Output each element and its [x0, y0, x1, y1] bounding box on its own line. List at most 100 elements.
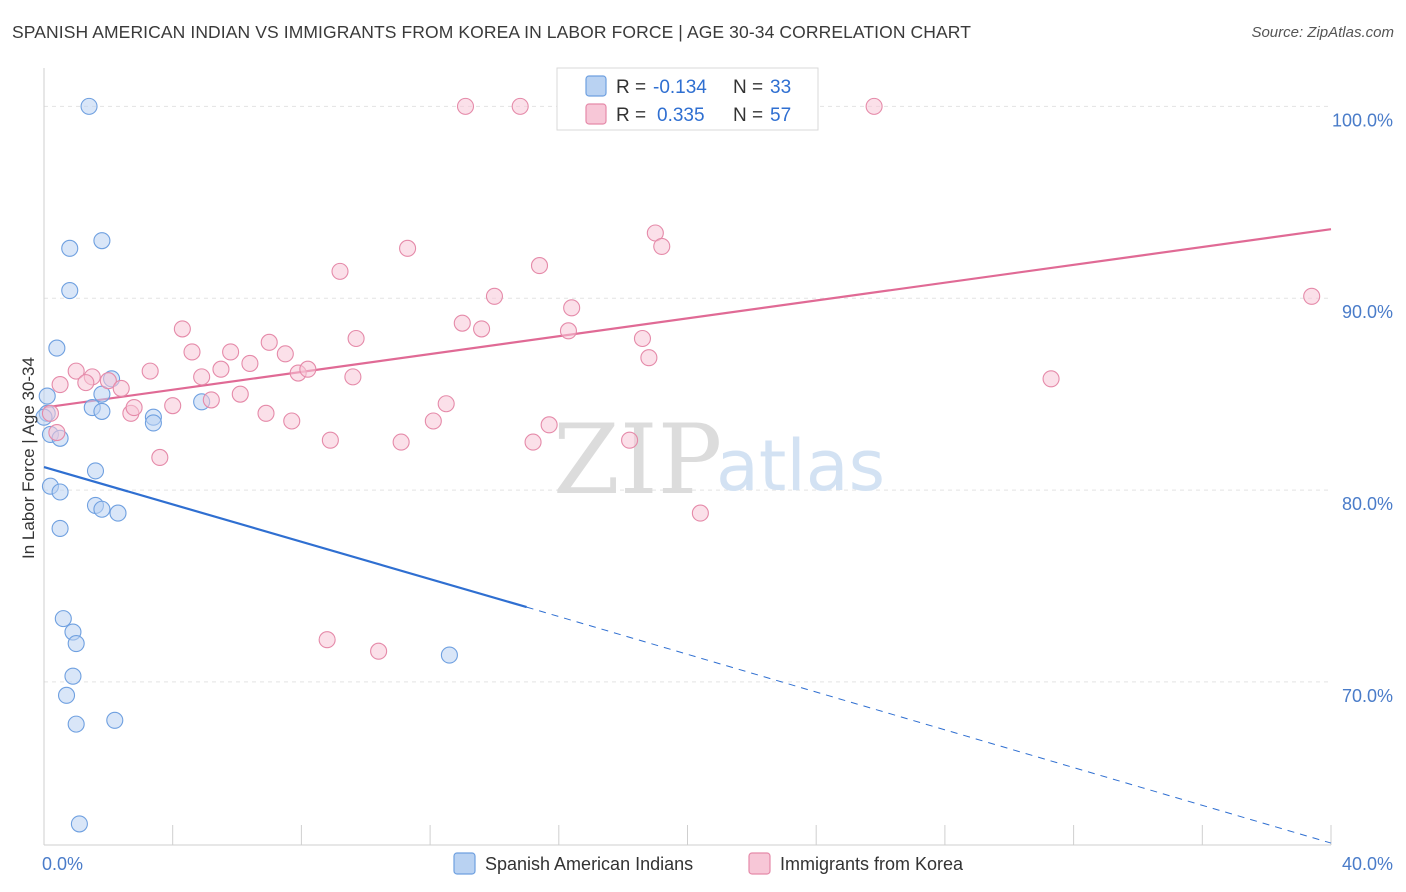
point-spanish-american-indians-28: [57, 686, 76, 704]
point-immigrants-from-korea-30: [299, 360, 317, 378]
point-immigrants-from-korea-43: [485, 287, 504, 305]
trend-line-immigrants-from-korea: [43, 228, 1332, 409]
tick-labels: 100.0% 90.0% 80.0% 70.0% 0.0% 40.0%: [42, 110, 1393, 874]
point-immigrants-from-korea-16: [164, 397, 182, 415]
point-immigrants-from-korea-39: [424, 412, 442, 430]
point-immigrants-from-korea-31: [318, 631, 336, 649]
point-spanish-american-indians-20: [93, 500, 111, 518]
trend-line-spanish-american-indians: [43, 465, 527, 609]
point-immigrants-from-korea-3: [865, 97, 883, 115]
watermark-zip: ZIP: [553, 404, 722, 516]
bottom-legend-label-immigrants-from-korea: Immigrants from Korea: [780, 854, 964, 874]
point-immigrants-from-korea-27: [276, 345, 294, 363]
legend-swatch-spanish-american-indians: [585, 75, 607, 97]
point-immigrants-from-korea-25: [257, 404, 275, 422]
y-tick-label-2: 80.0%: [1342, 494, 1393, 514]
point-immigrants-from-korea-26: [260, 333, 278, 351]
y-tick-label-3: 70.0%: [1342, 686, 1393, 706]
point-immigrants-from-korea-0: [456, 97, 475, 115]
x-tick-label-0: 0.0%: [42, 854, 83, 874]
y-axis-label: In Labor Force | Age 30-34: [19, 357, 38, 559]
point-immigrants-from-korea-7: [67, 362, 85, 380]
point-immigrants-from-korea-41: [453, 314, 471, 332]
point-immigrants-from-korea-48: [563, 299, 581, 317]
point-spanish-american-indians-0: [80, 97, 98, 115]
point-immigrants-from-korea-49: [621, 431, 639, 449]
point-immigrants-from-korea-42: [473, 320, 491, 338]
point-immigrants-from-korea-51: [640, 349, 658, 367]
point-immigrants-from-korea-53: [653, 237, 671, 255]
point-immigrants-from-korea-35: [347, 329, 365, 348]
point-immigrants-from-korea-18: [183, 343, 201, 361]
point-immigrants-from-korea-44: [524, 433, 542, 451]
point-immigrants-from-korea-28: [283, 412, 301, 430]
data-points: [35, 97, 1321, 833]
trend-lines: [43, 228, 1332, 844]
watermark: ZIP atlas: [553, 404, 885, 516]
point-immigrants-from-korea-13: [125, 399, 143, 417]
point-immigrants-from-korea-23: [231, 385, 249, 403]
bottom-legend-swatch-immigrants-from-korea: [748, 852, 771, 875]
point-immigrants-from-korea-17: [173, 320, 191, 338]
point-spanish-american-indians-24: [54, 610, 72, 628]
point-spanish-american-indians-16: [86, 462, 105, 480]
point-immigrants-from-korea-24: [241, 354, 259, 373]
point-immigrants-from-korea-46: [540, 416, 558, 434]
legend-n-value-1: 33: [770, 77, 791, 98]
point-spanish-american-indians-27: [64, 667, 82, 685]
bottom-legend-swatch-spanish-american-indians: [453, 852, 476, 875]
point-spanish-american-indians-18: [51, 483, 69, 501]
point-spanish-american-indians-6: [38, 387, 56, 405]
watermark-atlas: atlas: [716, 425, 885, 507]
point-spanish-american-indians-2: [61, 239, 79, 257]
point-immigrants-from-korea-40: [437, 395, 455, 413]
point-immigrants-from-korea-11: [112, 379, 130, 397]
legend-n-value-2: 57: [770, 105, 791, 126]
point-immigrants-from-korea-20: [202, 391, 220, 409]
point-immigrants-from-korea-1: [511, 97, 529, 115]
bottom-legend: Spanish American Indians Immigrants from…: [453, 852, 964, 875]
point-immigrants-from-korea-10: [99, 372, 117, 390]
point-spanish-american-indians-12: [144, 414, 162, 432]
point-immigrants-from-korea-56: [1303, 287, 1321, 305]
point-immigrants-from-korea-54: [691, 504, 709, 522]
point-spanish-american-indians-3: [61, 281, 79, 300]
point-spanish-american-indians-9: [93, 402, 111, 420]
point-immigrants-from-korea-32: [321, 431, 339, 449]
point-immigrants-from-korea-50: [633, 329, 652, 348]
point-immigrants-from-korea-4: [51, 376, 69, 394]
point-immigrants-from-korea-15: [151, 448, 169, 467]
point-immigrants-from-korea-5: [41, 404, 59, 422]
point-immigrants-from-korea-38: [399, 239, 417, 257]
legend-r-value-1: -0.134: [653, 77, 707, 98]
trend-line-extension-spanish-american-indians: [526, 606, 1332, 844]
point-immigrants-from-korea-21: [212, 360, 230, 378]
point-immigrants-from-korea-47: [559, 322, 578, 340]
point-spanish-american-indians-22: [51, 519, 69, 537]
point-immigrants-from-korea-45: [530, 257, 549, 275]
point-spanish-american-indians-26: [67, 635, 85, 653]
point-immigrants-from-korea-9: [77, 374, 95, 392]
point-immigrants-from-korea-36: [370, 642, 388, 660]
point-spanish-american-indians-4: [48, 339, 66, 357]
bottom-legend-label-spanish-american-indians: Spanish American Indians: [485, 854, 693, 874]
point-immigrants-from-korea-55: [1042, 370, 1060, 388]
y-tick-label-1: 90.0%: [1342, 302, 1393, 322]
point-spanish-american-indians-30: [106, 711, 124, 729]
legend-n-label-1: N =: [733, 77, 763, 98]
y-tick-label-0: 100.0%: [1332, 110, 1393, 130]
point-immigrants-from-korea-33: [331, 262, 349, 280]
chart-title: SPANISH AMERICAN INDIAN VS IMMIGRANTS FR…: [12, 22, 972, 42]
point-immigrants-from-korea-34: [344, 368, 362, 386]
legend-box: R = -0.134 N = 33 R = 0.335 N = 57: [556, 67, 819, 131]
x-tick-label-1: 40.0%: [1342, 854, 1393, 874]
legend-r-label-1: R =: [616, 77, 646, 98]
point-immigrants-from-korea-14: [141, 362, 159, 380]
point-spanish-american-indians-21: [109, 504, 127, 522]
legend-swatch-immigrants-from-korea: [585, 103, 607, 125]
point-spanish-american-indians-29: [67, 715, 85, 733]
chart-source: Source: ZipAtlas.com: [1251, 24, 1394, 41]
point-immigrants-from-korea-37: [392, 433, 410, 451]
point-immigrants-from-korea-22: [222, 343, 240, 361]
